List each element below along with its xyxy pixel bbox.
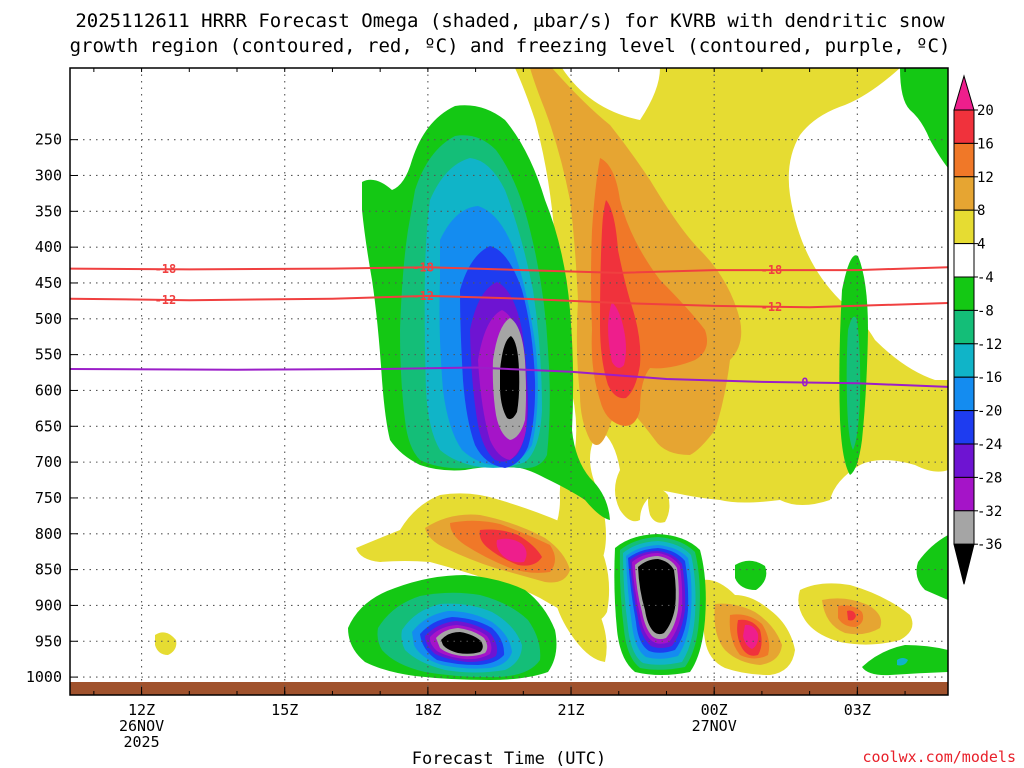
colorbar-swatch [953,176,975,211]
colorbar-label: -12 [977,337,1002,353]
y-tick-label: 950 [35,632,62,650]
colorbar-label: -32 [977,504,1002,520]
y-tick-label: 600 [35,381,62,399]
chart-title-line-1: 2025112611 HRRR Forecast Omega (shaded, … [75,10,945,32]
omega-low-ascent-36 [638,559,676,635]
plot-frame [69,67,949,696]
colorbar: 20 16 12 8 4 -4 -8 -12 -16 -20 -24 -28 -32 -36 [953,74,1002,585]
colorbar-swatch [953,510,975,545]
colorbar-label: -20 [977,404,1002,420]
y-tick-label: 700 [35,453,62,471]
y-tick-label: 250 [35,131,62,149]
x-tick-label: 27NOV [692,717,737,735]
colorbar-swatch [953,276,975,311]
ground-band [70,682,948,695]
omega-descent-blip [155,632,177,655]
omega-low-descent-20 [743,624,759,649]
contour-lines: -18 -18 -18 -12 -12 -12 0 [70,260,948,390]
omega-right-ascent [900,68,948,168]
contour-label: -18 [412,260,434,274]
x-tick-label: 2025 [124,733,160,751]
omega-low-descent-16 [847,610,856,621]
omega-small-ascent [735,560,767,590]
contour-label: -12 [761,300,783,314]
freezing-level-contour [70,366,948,388]
colorbar-label: 20 [977,103,994,119]
colorbar-label: -24 [977,437,1002,453]
x-tick-label: 26NOV [119,717,164,735]
colorbar-label: -28 [977,470,1002,486]
y-axis: 250 300 350 400 450 500 550 600 650 700 750 800 850 9… [26,131,78,686]
omega-upper-descent-20 [608,302,626,368]
contour-label: -12 [155,293,177,307]
x-tick-label: 15Z [271,701,298,719]
y-tick-label: 900 [35,596,62,614]
grid-lines [70,68,948,695]
colorbar-swatch [953,243,975,278]
colorbar-swatch [953,410,975,445]
x-tick-label: 18Z [414,701,441,719]
colorbar-swatch [953,443,975,478]
omega-right-ascent-12 [897,658,908,666]
colorbar-swatch [953,109,975,144]
colorbar-label: 16 [977,136,994,152]
x-tick-label: 00Z [701,701,728,719]
colorbar-label: 8 [977,203,985,219]
y-tick-label: 850 [35,561,62,579]
omega-low-descent-20 [496,538,527,563]
colorbar-label: -36 [977,537,1002,553]
dgz-contour--18 [70,266,948,274]
y-tick-label: 450 [35,274,62,292]
colorbar-label: 12 [977,170,994,186]
dgz-contour--12 [70,294,948,309]
x-tick-label: 12Z [128,701,155,719]
colorbar-bottom-arrow [953,543,975,585]
y-tick-label: 500 [35,310,62,328]
colorbar-swatch [953,376,975,412]
x-tick-label: 03Z [844,701,871,719]
credit-text: coolwx.com/models [862,748,1016,766]
omega-right-ascent [916,535,948,600]
y-tick-label: 1000 [26,668,62,686]
colorbar-swatch [953,476,975,512]
colorbar-swatch [953,142,975,178]
y-tick-label: 350 [35,202,62,220]
y-tick-label: 800 [35,525,62,543]
colorbar-label: -16 [977,370,1002,386]
y-tick-label: 550 [35,346,62,364]
y-tick-label: 650 [35,417,62,435]
colorbar-label: -4 [977,270,994,286]
y-tick-label: 300 [35,166,62,184]
contour-label: -12 [412,289,434,303]
chart-title-line-2: growth region (contoured, red, ºC) and f… [70,35,951,57]
contour-label: -18 [155,262,177,276]
colorbar-swatch [953,343,975,378]
x-axis-label: Forecast Time (UTC) [412,749,606,768]
omega-descent-blip [648,488,670,523]
omega-upper-ascent-36 [500,336,520,420]
x-tick-label: 21Z [557,701,584,719]
omega-low-ascent-36 [441,632,483,654]
colorbar-swatch [953,209,975,245]
contour-label: -18 [761,263,783,277]
colorbar-label: 4 [977,237,985,253]
contour-label: 0 [801,376,808,390]
y-tick-label: 750 [35,489,62,507]
colorbar-label: -8 [977,303,994,319]
colorbar-swatch [953,309,975,345]
y-tick-label: 400 [35,238,62,256]
